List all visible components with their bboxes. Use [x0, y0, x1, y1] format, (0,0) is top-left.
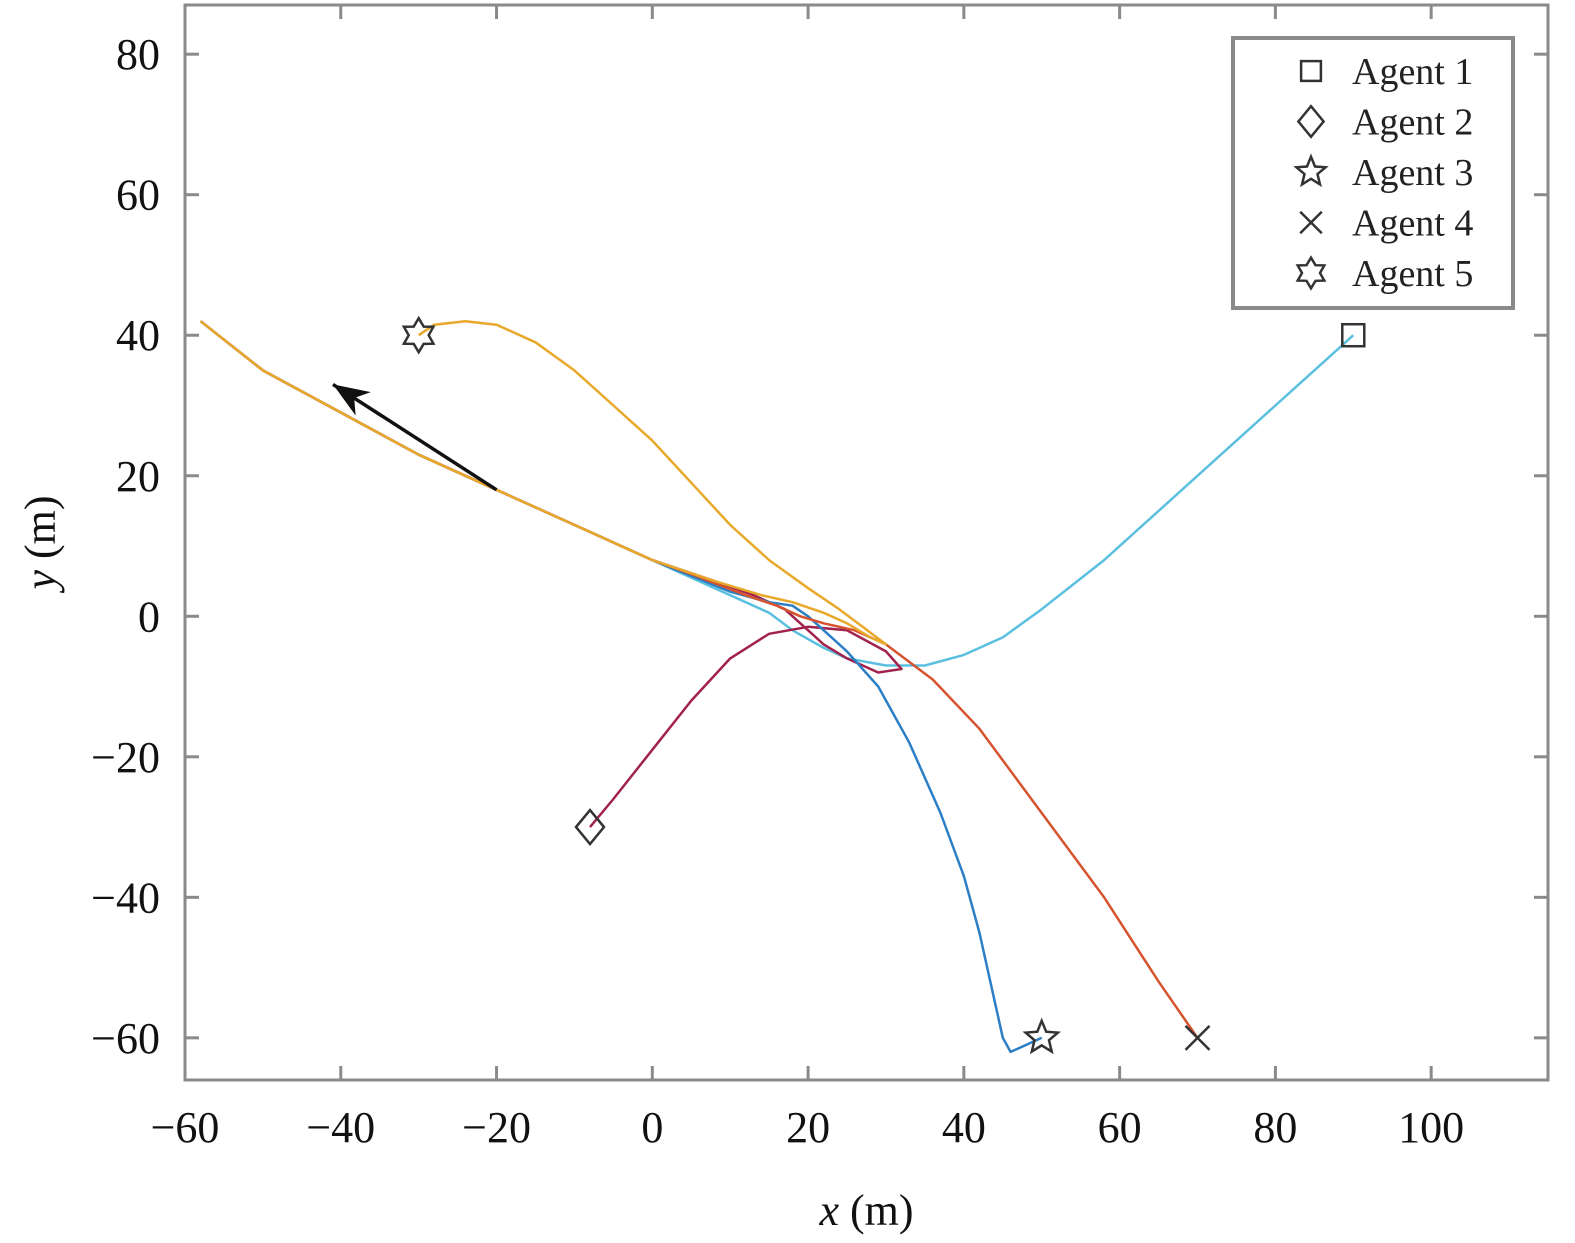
y-tick-label: 40 — [116, 311, 160, 360]
y-axis-unit: (m) — [16, 495, 65, 570]
legend: Agent 1 Agent 2 Agent 3 Agent 4 Agent 5 — [1231, 36, 1515, 310]
x-marker-agent-4 — [1184, 1024, 1211, 1051]
legend-box — [1231, 36, 1515, 310]
x-tick-label: 100 — [1398, 1103, 1464, 1152]
x-tick-label: 80 — [1253, 1103, 1297, 1152]
y-tick-label: 0 — [138, 592, 160, 641]
star-marker-agent-3 — [1022, 1017, 1062, 1055]
x-axis-title: x (m) — [818, 1186, 913, 1235]
y-tick-label: 80 — [116, 30, 160, 79]
plot-frame — [183, 3, 1550, 1082]
legend-label: Agent 1 — [1352, 51, 1473, 93]
square-legend-icon — [1299, 59, 1323, 83]
x-tick-label: −40 — [306, 1103, 375, 1152]
square-marker-agent-1 — [1341, 322, 1366, 348]
y-tick-label: −40 — [91, 873, 160, 922]
x-axis-var: x — [818, 1186, 839, 1235]
x-tick-label: 60 — [1098, 1103, 1142, 1152]
tick-labels: −60 −40 −20 0 20 40 60 80 100 −60 −40 −20 0 20 40 60 80 — [91, 30, 1464, 1152]
hexagram-marker-agent-5 — [401, 315, 436, 355]
legend-label: Agent 4 — [1352, 203, 1473, 245]
x-tick-label: 20 — [786, 1103, 830, 1152]
x-axis-unit: (m) — [839, 1186, 914, 1235]
y-tick-label: 60 — [116, 171, 160, 220]
hexagram-legend-icon — [1295, 255, 1327, 291]
arrow-annotation — [332, 382, 498, 492]
start-markers — [401, 315, 1366, 1055]
series-line-agent-5 — [199, 319, 888, 646]
y-axis-title: y (m) — [16, 495, 65, 593]
diamond-marker-agent-2 — [574, 808, 606, 847]
x-tick-label: −60 — [151, 1103, 220, 1152]
y-tick-label: 20 — [116, 452, 160, 501]
legend-label: Agent 2 — [1352, 102, 1473, 144]
x-tick-label: 0 — [641, 1103, 663, 1152]
y-axis-var: y — [16, 570, 65, 594]
arrow-head — [332, 384, 371, 416]
series-line-agent-1 — [199, 320, 1355, 667]
series-line-agent-2 — [199, 320, 903, 828]
tick-marks — [183, 5, 1548, 1080]
legend-item-agent-3: Agent 3 — [1293, 152, 1473, 194]
y-tick-label: −20 — [91, 733, 160, 782]
arrow-shaft — [332, 382, 498, 492]
legend-label: Agent 3 — [1352, 152, 1473, 194]
legend-item-agent-2: Agent 2 — [1296, 102, 1473, 144]
legend-label: Agent 5 — [1352, 253, 1473, 295]
series-line-agent-4 — [199, 320, 1199, 1039]
series-lines — [199, 319, 1355, 1054]
x-tick-label: 40 — [942, 1103, 986, 1152]
y-tick-label: −60 — [91, 1014, 160, 1063]
diamond-legend-icon — [1296, 104, 1326, 139]
series-line-agent-3 — [199, 320, 1043, 1054]
legend-item-agent-4: Agent 4 — [1299, 203, 1473, 245]
x-tick-label: −20 — [462, 1103, 531, 1152]
legend-item-agent-1: Agent 1 — [1299, 51, 1473, 93]
x-legend-icon — [1299, 210, 1323, 235]
star-legend-icon — [1293, 153, 1329, 188]
legend-item-agent-5: Agent 5 — [1295, 253, 1473, 295]
